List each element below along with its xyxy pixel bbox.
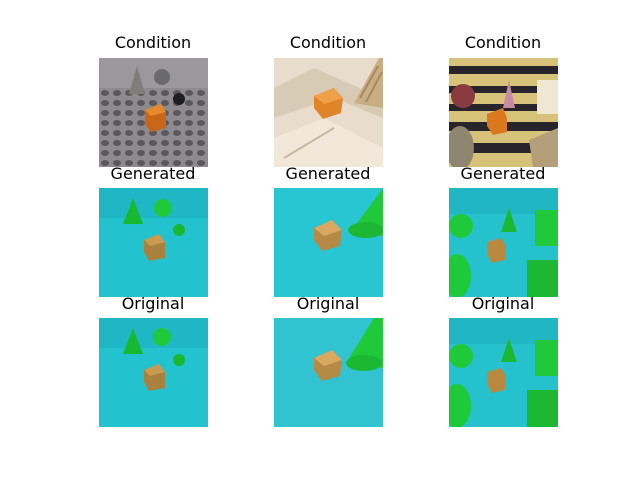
condition-image-2 xyxy=(274,58,383,167)
title-original-2: Original xyxy=(296,294,360,313)
title-condition-3: Condition xyxy=(464,33,542,52)
title-condition-1: Condition xyxy=(114,33,192,52)
generated-image-2 xyxy=(274,188,383,297)
title-generated-2: Generated xyxy=(285,164,371,183)
generated-image-3 xyxy=(449,188,558,297)
title-generated-3: Generated xyxy=(460,164,546,183)
title-generated-1: Generated xyxy=(110,164,196,183)
original-image-1 xyxy=(99,318,208,427)
condition-image-3 xyxy=(449,58,558,167)
condition-image-1 xyxy=(99,58,208,167)
title-original-1: Original xyxy=(121,294,185,313)
generated-image-1 xyxy=(99,188,208,297)
original-image-2 xyxy=(274,318,383,427)
title-condition-2: Condition xyxy=(289,33,367,52)
title-original-3: Original xyxy=(471,294,535,313)
original-image-3 xyxy=(449,318,558,427)
